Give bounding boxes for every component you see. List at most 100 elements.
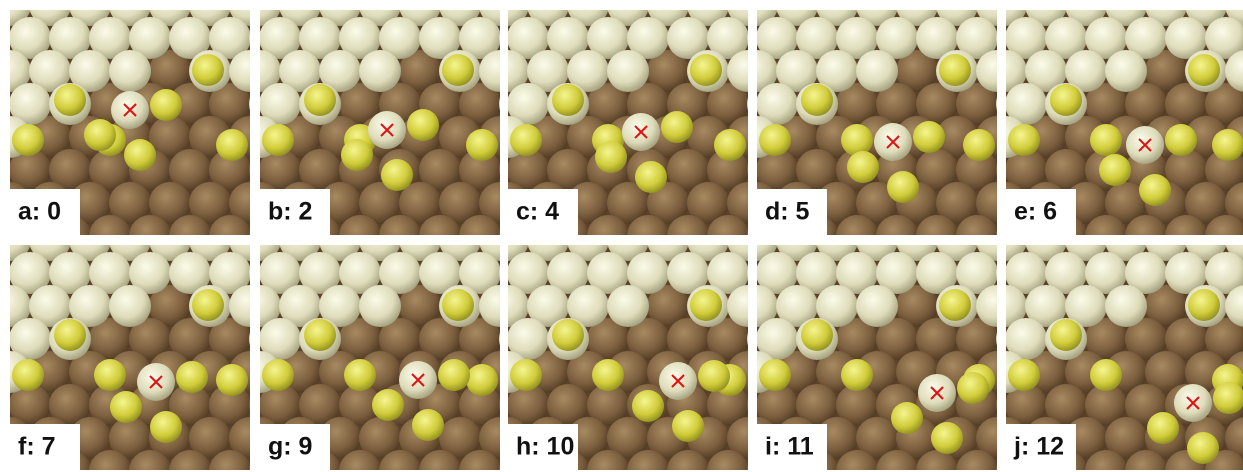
- adatom: [442, 289, 474, 321]
- adatom: [442, 54, 474, 86]
- surface-atom: [359, 285, 401, 327]
- adatom: [801, 319, 833, 351]
- adatom: [344, 359, 376, 391]
- adatom: [759, 359, 791, 391]
- surface-atom: [109, 50, 151, 92]
- adatom: [690, 54, 722, 86]
- figure: a: 0b: 2c: 4d: 5e: 6f: 7g: 9h: 10i: 11j:…: [0, 0, 1243, 472]
- adatom: [84, 119, 116, 151]
- adatom: [552, 84, 584, 116]
- adatom: [381, 159, 413, 191]
- adatom: [939, 54, 971, 86]
- adatom: [1090, 124, 1122, 156]
- adatom: [1050, 319, 1082, 351]
- adatom: [54, 319, 86, 351]
- adatom: [12, 124, 44, 156]
- adatom: [931, 422, 963, 454]
- adatom: [759, 124, 791, 156]
- adatom: [714, 129, 746, 161]
- adatom: [841, 359, 873, 391]
- surface-atom: [607, 50, 649, 92]
- adatom: [841, 124, 873, 156]
- panel-label: h: 10: [516, 433, 574, 461]
- adatom: [672, 410, 704, 442]
- adatom: [913, 121, 945, 153]
- adatom: [963, 129, 995, 161]
- substrate-atom: [0, 450, 11, 472]
- surface-atom: [109, 285, 151, 327]
- adatom: [698, 360, 730, 392]
- adatom: [54, 84, 86, 116]
- adatom: [216, 364, 248, 396]
- adatom: [262, 359, 294, 391]
- adatom: [957, 372, 989, 404]
- surface-atom: [0, 318, 11, 360]
- adatom: [150, 411, 182, 443]
- substrate-atom: [0, 149, 11, 191]
- panel-label: c: 4: [516, 198, 559, 226]
- surface-atom: [607, 285, 649, 327]
- panel-label: f: 7: [18, 433, 56, 461]
- panel-label: g: 9: [268, 433, 312, 461]
- adatom: [891, 402, 923, 434]
- adatom: [1188, 54, 1220, 86]
- adatom: [176, 361, 208, 393]
- panel-label: b: 2: [268, 198, 312, 226]
- adatom: [1165, 124, 1197, 156]
- surface-atom: [0, 17, 11, 59]
- adatom: [372, 389, 404, 421]
- adatom: [801, 84, 833, 116]
- adatom: [124, 139, 156, 171]
- adatom: [1187, 432, 1219, 464]
- adatom: [192, 54, 224, 86]
- adatom: [407, 109, 439, 141]
- adatom: [1050, 84, 1082, 116]
- surface-atom: [0, 252, 11, 294]
- adatom: [887, 171, 919, 203]
- adatom: [192, 289, 224, 321]
- surface-atom: [359, 50, 401, 92]
- surface-atom: [856, 285, 898, 327]
- adatom: [150, 89, 182, 121]
- adatom: [304, 84, 336, 116]
- adatom: [1008, 359, 1040, 391]
- surface-atom: [0, 83, 11, 125]
- adatom: [341, 139, 373, 171]
- adatom: [595, 141, 627, 173]
- adatom: [412, 409, 444, 441]
- adatom: [1212, 129, 1243, 161]
- adatom: [510, 359, 542, 391]
- panel-label: e: 6: [1014, 198, 1057, 226]
- panel-label: i: 11: [765, 433, 814, 461]
- adatom: [847, 151, 879, 183]
- adatom: [438, 359, 470, 391]
- panel-label: j: 12: [1013, 433, 1064, 461]
- substrate-atom: [0, 384, 11, 426]
- adatom: [632, 390, 664, 422]
- adatom: [466, 129, 498, 161]
- adatom: [110, 391, 142, 423]
- substrate-atom: [0, 215, 11, 257]
- adatom: [262, 124, 294, 156]
- adatom: [1139, 174, 1171, 206]
- adatom: [1099, 154, 1131, 186]
- adatom: [1147, 412, 1179, 444]
- adatom: [510, 124, 542, 156]
- adatom: [635, 161, 667, 193]
- adatom: [304, 319, 336, 351]
- adatom: [1188, 289, 1220, 321]
- adatom: [552, 319, 584, 351]
- adatom: [690, 289, 722, 321]
- surface-atom: [1105, 285, 1147, 327]
- adatom: [466, 364, 498, 396]
- adatom: [94, 359, 126, 391]
- adatom: [12, 359, 44, 391]
- adatom: [939, 289, 971, 321]
- adatom: [661, 111, 693, 143]
- adatom: [1090, 359, 1122, 391]
- surface-atom: [856, 50, 898, 92]
- panel-label: d: 5: [765, 198, 810, 226]
- adatom: [216, 129, 248, 161]
- adatom: [1008, 124, 1040, 156]
- adatom: [592, 359, 624, 391]
